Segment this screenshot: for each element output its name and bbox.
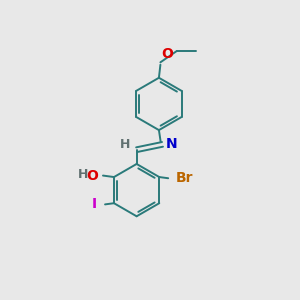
Text: H: H — [120, 138, 130, 151]
Text: O: O — [162, 47, 173, 61]
Text: O: O — [86, 169, 98, 183]
Text: Br: Br — [176, 171, 194, 185]
Text: I: I — [92, 197, 97, 212]
Text: H: H — [78, 169, 88, 182]
Text: N: N — [166, 137, 177, 151]
